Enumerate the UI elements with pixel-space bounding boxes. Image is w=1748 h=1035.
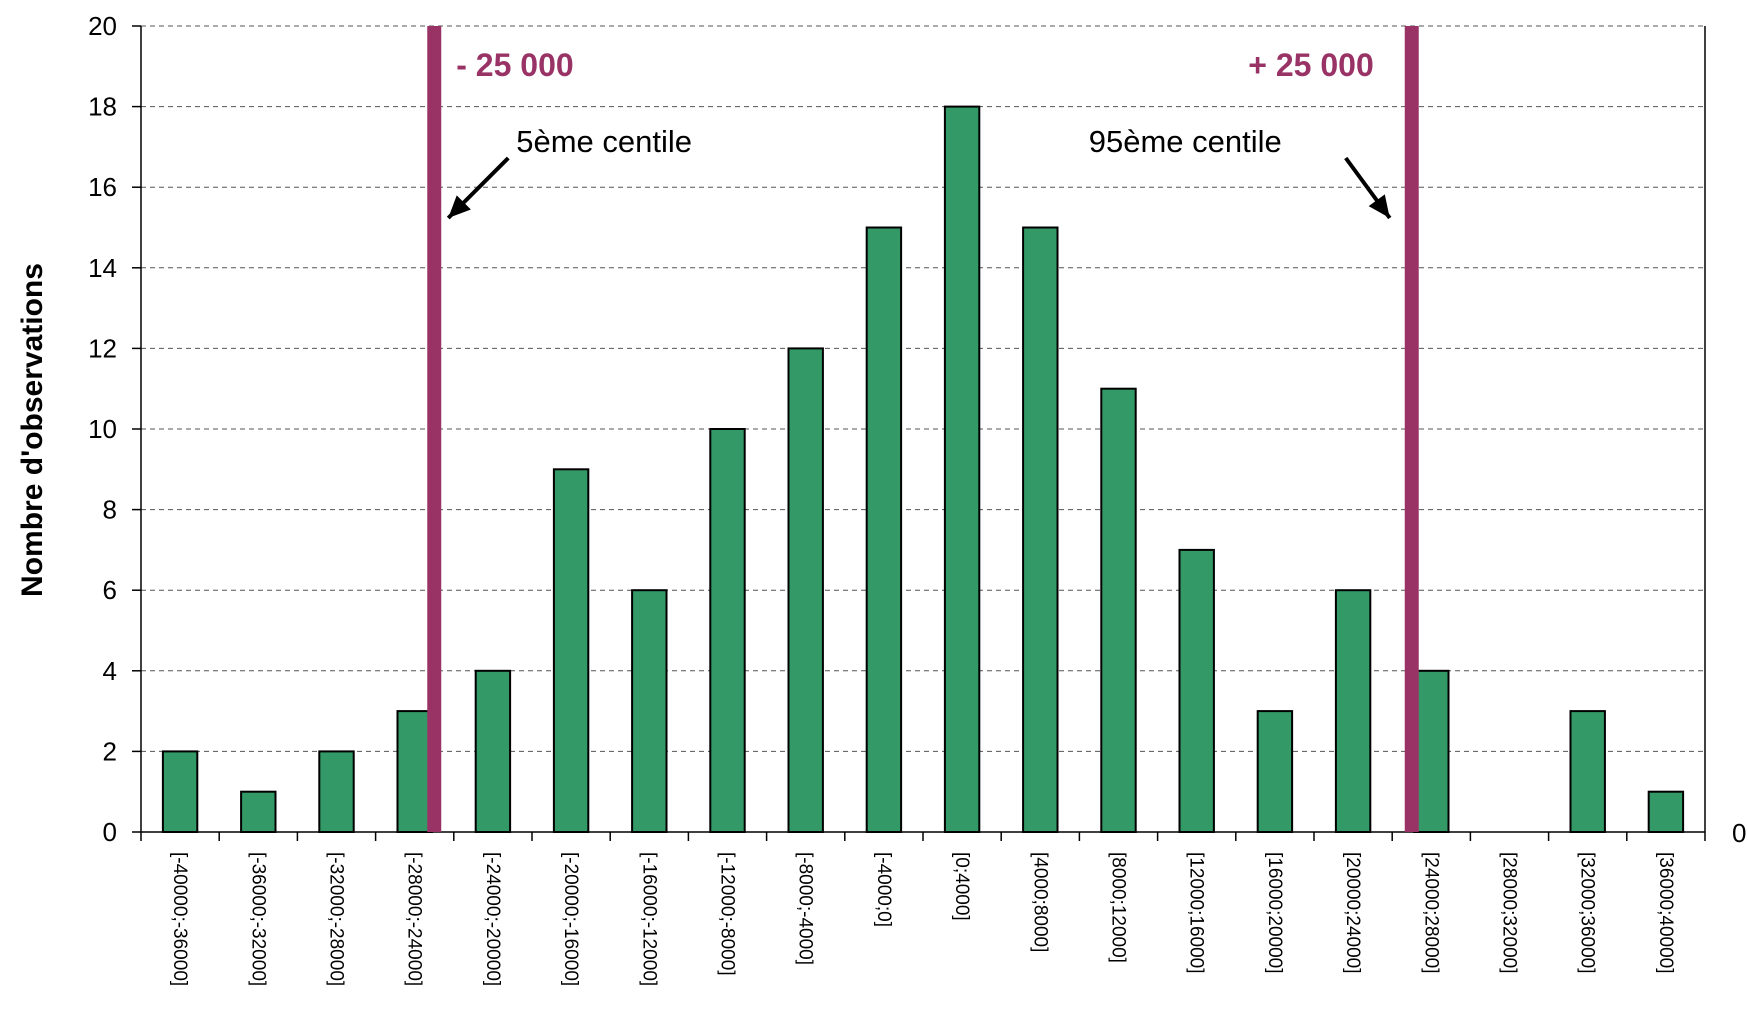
bar — [318, 750, 355, 834]
category-label: [-28000;-24000] — [404, 852, 425, 986]
category-label: [8000;12000] — [1108, 852, 1129, 963]
bar — [865, 226, 903, 833]
reference-lines: - 25 000 5ème centile + 25 000 95ème centil… — [427, 26, 1419, 832]
arrow-head — [448, 195, 471, 218]
y-tick-label: 8 — [103, 495, 117, 525]
bar — [1100, 387, 1137, 833]
category-label: [-12000;-8000] — [717, 852, 738, 976]
bar — [1256, 710, 1294, 833]
y-tick-label: 18 — [88, 92, 117, 122]
bar — [240, 790, 277, 834]
y-tick-label: 12 — [88, 333, 117, 363]
category-label: [28000;32000] — [1499, 852, 1520, 974]
category-label: [-32000;-28000] — [326, 852, 347, 986]
category-label: [32000;36000] — [1577, 852, 1598, 974]
reference-line-label: - 25 000 — [456, 47, 573, 83]
category-label: [-36000;-32000] — [247, 852, 268, 986]
category-label: [24000;28000] — [1420, 852, 1441, 974]
category-label: [-4000;0] — [873, 852, 894, 927]
y-axis-label: Nombre d'observations — [16, 263, 49, 597]
reference-line-label: + 25 000 — [1248, 47, 1373, 83]
bar — [943, 105, 981, 834]
y-tick-label: 20 — [88, 11, 117, 41]
category-label: [-20000;-16000] — [560, 852, 581, 986]
y-tick-label: 10 — [88, 414, 117, 444]
category-label: [4000;8000] — [1029, 852, 1050, 952]
bars — [161, 105, 1685, 834]
y-tick-label: 6 — [103, 575, 117, 605]
bar — [1413, 669, 1450, 833]
centile-annotation: 5ème centile — [516, 124, 692, 159]
category-label: [-8000;-4000] — [795, 852, 816, 965]
y-tick-label: 0 — [103, 817, 117, 847]
bar — [1178, 548, 1215, 834]
bar — [709, 428, 746, 833]
bar — [1022, 226, 1059, 833]
secondary-axis-tick-label: 0 — [1732, 818, 1746, 848]
bar — [396, 710, 433, 833]
bar — [787, 347, 824, 833]
y-tick-label: 2 — [103, 736, 117, 766]
bar — [474, 669, 512, 833]
category-label: [0;4000] — [951, 852, 972, 921]
y-tick-labels: 0 2 4 6 8 10 12 14 16 18 20 — [88, 11, 141, 847]
bar — [1334, 589, 1372, 834]
arrow-head — [1368, 194, 1390, 218]
category-label: [-16000;-12000] — [638, 852, 659, 986]
category-labels: [-40000;-36000] [-36000;-32000] [-32000;-2… — [140, 832, 1706, 986]
bar — [1647, 790, 1685, 834]
bar — [631, 589, 668, 834]
bar — [552, 468, 590, 833]
category-label: [12000;16000] — [1186, 852, 1207, 974]
y-tick-label: 16 — [88, 172, 117, 202]
bar — [161, 750, 199, 834]
y-tick-label: 14 — [88, 253, 117, 283]
category-label: [-40000;-36000] — [169, 852, 190, 986]
gridlines — [141, 25, 1705, 752]
axes: 0 — [140, 26, 1746, 848]
centile-annotation: 95ème centile — [1089, 124, 1282, 159]
category-label: [36000;40000] — [1655, 852, 1676, 974]
bar — [1569, 710, 1606, 833]
category-label: [16000;20000] — [1264, 852, 1285, 974]
category-label: [-24000;-20000] — [482, 852, 503, 986]
y-tick-label: 4 — [103, 656, 117, 686]
category-label: [20000;24000] — [1342, 852, 1363, 974]
